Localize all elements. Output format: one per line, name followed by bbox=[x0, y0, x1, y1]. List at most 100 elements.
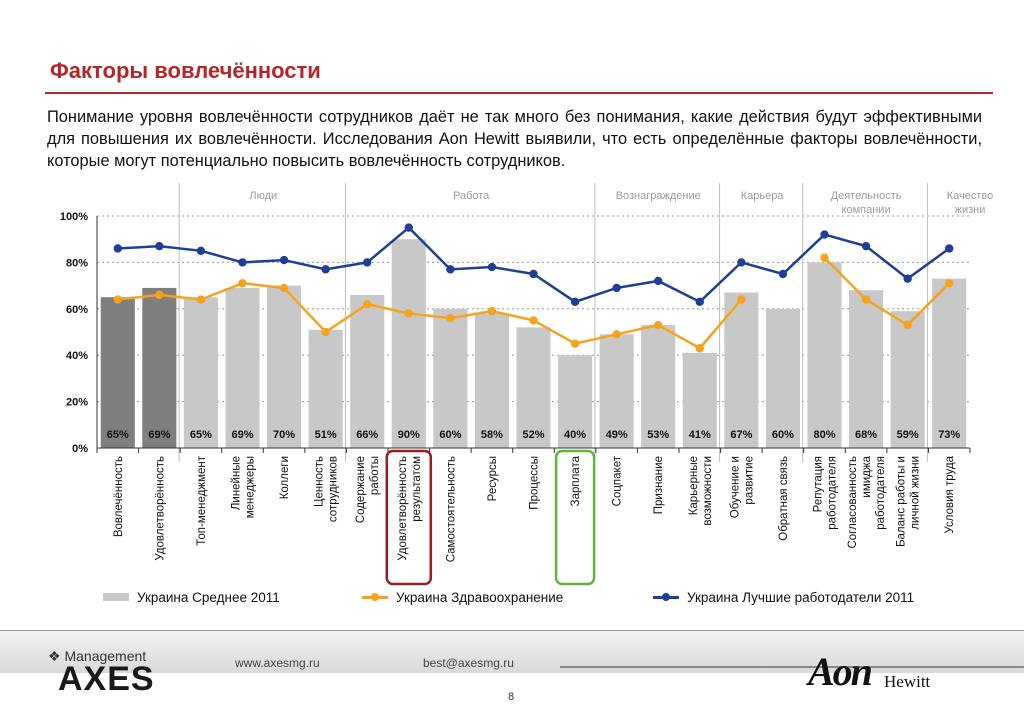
health-point bbox=[113, 295, 122, 304]
bar-value-label: 60% bbox=[772, 429, 794, 441]
bar bbox=[932, 278, 967, 448]
bar-value-label: 41% bbox=[689, 429, 711, 441]
health-point bbox=[820, 253, 829, 262]
category-label: Коллеги bbox=[279, 456, 291, 499]
bar bbox=[142, 287, 177, 448]
hewitt-logo: Hewitt bbox=[884, 672, 931, 691]
bar-value-label: 66% bbox=[356, 429, 378, 441]
bar-value-label: 73% bbox=[938, 429, 960, 441]
health-point bbox=[612, 330, 621, 339]
category-label: Соцпакет bbox=[612, 455, 624, 506]
best-point bbox=[820, 230, 829, 239]
bar bbox=[308, 329, 343, 448]
bar-value-label: 69% bbox=[231, 429, 253, 441]
bar bbox=[267, 285, 302, 448]
health-point bbox=[487, 306, 497, 316]
health-line bbox=[117, 282, 743, 350]
best-point bbox=[861, 241, 871, 251]
health-point bbox=[654, 320, 663, 330]
health-point bbox=[695, 344, 704, 353]
page-number: 8 bbox=[508, 691, 515, 703]
bar bbox=[558, 355, 593, 448]
title-underline bbox=[45, 92, 993, 94]
category-label: Удовлетворённость bbox=[397, 456, 409, 561]
best-point bbox=[529, 269, 538, 279]
category-label: работы bbox=[369, 456, 381, 495]
best-point bbox=[363, 258, 372, 267]
category-label: сотрудников bbox=[328, 456, 340, 522]
category-label: Содержание bbox=[355, 456, 367, 523]
bar-value-label: 40% bbox=[564, 429, 586, 441]
aon-logo: Aon bbox=[808, 649, 873, 694]
best-point bbox=[404, 223, 413, 232]
health-point bbox=[529, 316, 538, 325]
best-point bbox=[737, 258, 746, 267]
y-tick-label: 60% bbox=[66, 304, 88, 316]
bar-value-label: 80% bbox=[813, 429, 835, 441]
best-point bbox=[155, 241, 164, 251]
category-label: Обратная связь bbox=[778, 456, 790, 541]
y-tick-label: 0% bbox=[72, 443, 88, 455]
bar bbox=[391, 239, 426, 448]
website-link[interactable]: www.axesmg.ru bbox=[235, 656, 320, 670]
category-label: Репутация bbox=[813, 456, 825, 512]
group-label: Деятельность bbox=[831, 190, 902, 202]
group-label: Качество bbox=[947, 190, 994, 202]
y-tick-label: 100% bbox=[60, 211, 88, 223]
best-point bbox=[279, 255, 289, 265]
best-point bbox=[903, 274, 912, 283]
bar bbox=[724, 292, 759, 448]
best-point bbox=[654, 276, 663, 286]
best-point bbox=[945, 244, 954, 253]
health-point bbox=[945, 279, 954, 288]
management-axes-logo: AXES bbox=[58, 660, 155, 698]
bar-value-label: 53% bbox=[647, 429, 669, 441]
legend-line-swatch-health bbox=[362, 592, 388, 601]
footer-divider bbox=[560, 666, 1024, 668]
bar bbox=[765, 308, 800, 448]
category-label: возможности bbox=[702, 456, 714, 526]
legend-label-average: Украина Среднее 2011 bbox=[137, 589, 280, 605]
slide-title: Факторы вовлечённости bbox=[50, 58, 321, 83]
health-point bbox=[238, 279, 247, 288]
bar-value-label: 90% bbox=[398, 429, 420, 441]
best-point bbox=[196, 246, 206, 255]
email-link[interactable]: best@axesmg.ru bbox=[423, 656, 514, 670]
group-label: жизни bbox=[955, 204, 986, 216]
category-label: работодателя bbox=[827, 456, 839, 530]
category-label: Ресурсы bbox=[487, 456, 499, 501]
category-label: результатом bbox=[411, 456, 423, 522]
category-label: Самостоятельность bbox=[445, 456, 457, 562]
category-label: менеджеры bbox=[245, 456, 257, 518]
group-label: Карьера bbox=[741, 190, 785, 202]
legend-bar-swatch bbox=[103, 593, 129, 601]
bar bbox=[890, 311, 925, 448]
category-label: Условия труда bbox=[944, 455, 956, 533]
legend-item-average: Украина Среднее 2011 bbox=[103, 588, 280, 606]
category-label: работодателя bbox=[875, 456, 887, 530]
health-point bbox=[321, 327, 330, 337]
legend-label-best: Украина Лучшие работодатели 2011 bbox=[687, 589, 915, 605]
bar-value-label: 52% bbox=[522, 429, 544, 441]
bar bbox=[849, 290, 884, 448]
intro-paragraph: Понимание уровня вовлечённости сотрудник… bbox=[47, 108, 982, 170]
bar-value-label: 69% bbox=[148, 429, 170, 441]
best-point bbox=[446, 265, 455, 274]
group-label: компании bbox=[842, 204, 891, 216]
health-point bbox=[404, 309, 413, 318]
category-label: Согласованность bbox=[847, 456, 859, 549]
category-label: Обучение и bbox=[729, 456, 741, 518]
legend-item-health: Украина Здравоохранение bbox=[362, 588, 563, 606]
bar bbox=[474, 313, 509, 448]
health-point bbox=[196, 295, 206, 304]
bar-value-label: 65% bbox=[190, 429, 212, 441]
best-point bbox=[778, 269, 788, 279]
category-label: Процессы bbox=[529, 456, 541, 510]
category-label: Вовлечённость bbox=[113, 456, 125, 537]
bar bbox=[641, 325, 676, 448]
best-point bbox=[113, 244, 122, 253]
footer-band bbox=[0, 630, 1024, 673]
bar bbox=[100, 297, 135, 448]
bar bbox=[433, 308, 468, 448]
best-point bbox=[570, 297, 580, 307]
